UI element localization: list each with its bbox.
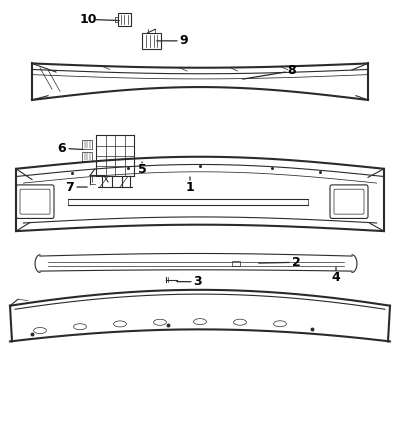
Text: 5: 5: [138, 163, 146, 176]
Text: 1: 1: [186, 181, 194, 194]
Bar: [232, 261, 240, 266]
Text: 2: 2: [292, 256, 300, 269]
Text: 6: 6: [58, 142, 66, 155]
Text: 9: 9: [180, 34, 188, 47]
Bar: [82, 140, 92, 149]
Bar: [118, 13, 131, 26]
Bar: [82, 152, 92, 161]
Text: 7: 7: [66, 181, 74, 194]
Text: 4: 4: [332, 271, 340, 284]
Text: 10: 10: [79, 13, 97, 26]
Bar: [142, 33, 161, 49]
Text: 3: 3: [194, 275, 202, 288]
Text: 8: 8: [288, 64, 296, 77]
